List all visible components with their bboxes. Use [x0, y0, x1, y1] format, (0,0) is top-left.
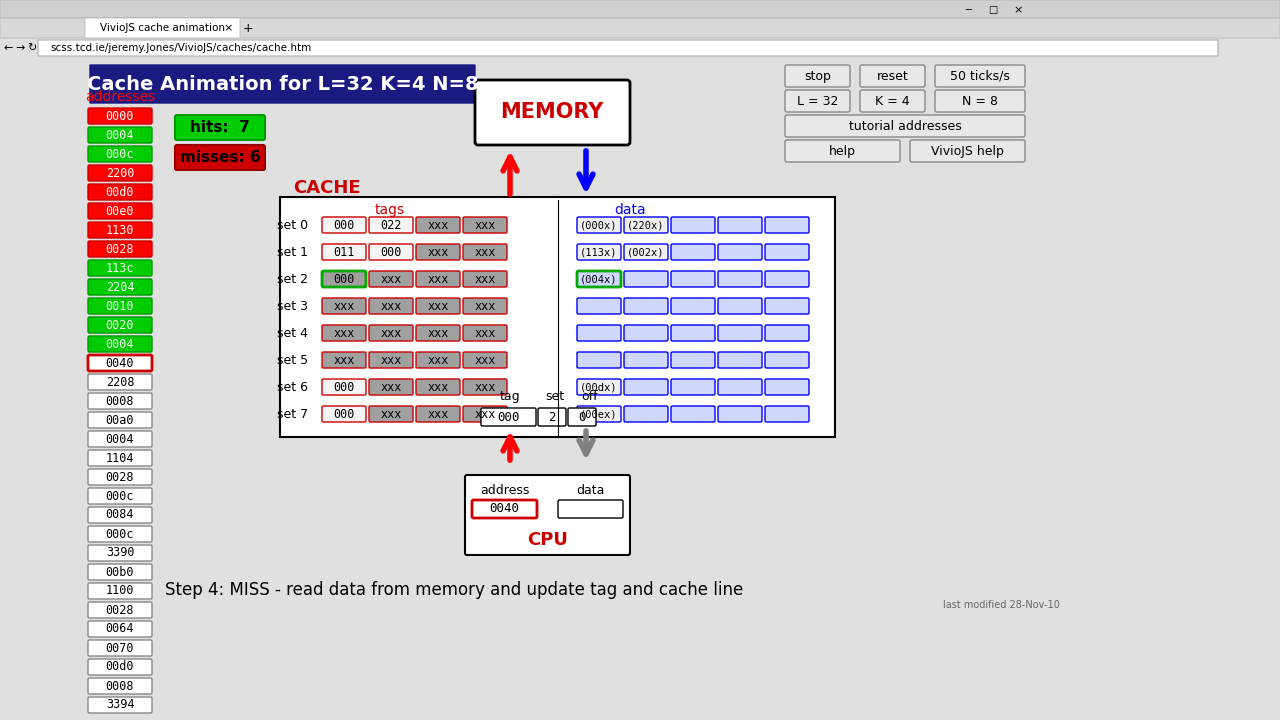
Text: xxx: xxx — [428, 408, 449, 420]
Text: VivioJS help: VivioJS help — [931, 145, 1004, 158]
FancyBboxPatch shape — [625, 379, 668, 395]
FancyBboxPatch shape — [718, 217, 762, 233]
Text: MEMORY: MEMORY — [500, 102, 604, 122]
Text: xxx: xxx — [428, 380, 449, 394]
Text: 0: 0 — [579, 410, 586, 423]
FancyBboxPatch shape — [88, 146, 152, 162]
FancyBboxPatch shape — [463, 217, 507, 233]
Text: +: + — [243, 22, 253, 35]
FancyBboxPatch shape — [88, 545, 152, 561]
Text: xxx: xxx — [475, 218, 495, 232]
FancyBboxPatch shape — [88, 564, 152, 580]
Text: xxx: xxx — [380, 326, 402, 340]
FancyBboxPatch shape — [475, 80, 630, 145]
FancyBboxPatch shape — [88, 222, 152, 238]
FancyBboxPatch shape — [88, 127, 152, 143]
Text: xxx: xxx — [475, 300, 495, 312]
FancyBboxPatch shape — [625, 352, 668, 368]
Text: 0004: 0004 — [106, 433, 134, 446]
FancyBboxPatch shape — [88, 184, 152, 200]
FancyBboxPatch shape — [0, 0, 1280, 18]
Text: 022: 022 — [380, 218, 402, 232]
FancyBboxPatch shape — [463, 271, 507, 287]
Text: 000: 000 — [333, 218, 355, 232]
FancyBboxPatch shape — [88, 241, 152, 257]
Text: 0004: 0004 — [106, 338, 134, 351]
FancyBboxPatch shape — [765, 217, 809, 233]
Text: stop: stop — [804, 70, 831, 83]
FancyBboxPatch shape — [369, 271, 413, 287]
Text: 3390: 3390 — [106, 546, 134, 559]
Text: tags: tags — [375, 203, 404, 217]
FancyBboxPatch shape — [175, 145, 265, 170]
FancyBboxPatch shape — [88, 374, 152, 390]
FancyBboxPatch shape — [765, 244, 809, 260]
FancyBboxPatch shape — [323, 298, 366, 314]
FancyBboxPatch shape — [88, 317, 152, 333]
FancyBboxPatch shape — [88, 336, 152, 352]
FancyBboxPatch shape — [323, 325, 366, 341]
FancyBboxPatch shape — [577, 379, 621, 395]
FancyBboxPatch shape — [416, 298, 460, 314]
Text: xxx: xxx — [428, 300, 449, 312]
Text: tag: tag — [499, 390, 520, 402]
Text: xxx: xxx — [475, 354, 495, 366]
FancyBboxPatch shape — [785, 90, 850, 112]
FancyBboxPatch shape — [718, 244, 762, 260]
Text: 011: 011 — [333, 246, 355, 258]
FancyBboxPatch shape — [88, 260, 152, 276]
Text: 000c: 000c — [106, 148, 134, 161]
FancyBboxPatch shape — [90, 65, 475, 103]
FancyBboxPatch shape — [671, 406, 716, 422]
FancyBboxPatch shape — [88, 621, 152, 637]
FancyBboxPatch shape — [934, 90, 1025, 112]
FancyBboxPatch shape — [88, 355, 152, 371]
FancyBboxPatch shape — [88, 697, 152, 713]
Text: ←: ← — [4, 43, 13, 53]
Text: Cache Animation for L=32 K=4 N=8: Cache Animation for L=32 K=4 N=8 — [87, 74, 479, 94]
Text: (000x): (000x) — [580, 220, 618, 230]
Text: xxx: xxx — [380, 300, 402, 312]
FancyBboxPatch shape — [910, 140, 1025, 162]
FancyBboxPatch shape — [88, 526, 152, 542]
Text: xxx: xxx — [380, 380, 402, 394]
Text: xxx: xxx — [333, 354, 355, 366]
FancyBboxPatch shape — [88, 108, 152, 124]
Text: □: □ — [988, 5, 997, 15]
Text: 00a0: 00a0 — [106, 413, 134, 426]
FancyBboxPatch shape — [625, 271, 668, 287]
Text: 0010: 0010 — [106, 300, 134, 312]
FancyBboxPatch shape — [625, 325, 668, 341]
Text: xxx: xxx — [475, 246, 495, 258]
FancyBboxPatch shape — [671, 244, 716, 260]
FancyBboxPatch shape — [0, 58, 1280, 720]
Text: ↻: ↻ — [27, 43, 37, 53]
FancyBboxPatch shape — [785, 65, 850, 87]
Text: 000: 000 — [333, 408, 355, 420]
Text: CPU: CPU — [527, 531, 568, 549]
FancyBboxPatch shape — [88, 659, 152, 675]
Text: (220x): (220x) — [627, 220, 664, 230]
FancyBboxPatch shape — [323, 244, 366, 260]
FancyBboxPatch shape — [558, 500, 623, 518]
FancyBboxPatch shape — [323, 406, 366, 422]
FancyBboxPatch shape — [765, 325, 809, 341]
FancyBboxPatch shape — [718, 406, 762, 422]
Text: set 1: set 1 — [276, 246, 308, 258]
FancyBboxPatch shape — [671, 271, 716, 287]
Text: 0004: 0004 — [106, 128, 134, 142]
Text: (002x): (002x) — [627, 247, 664, 257]
FancyBboxPatch shape — [463, 379, 507, 395]
Text: Step 4: MISS - read data from memory and update tag and cache line: Step 4: MISS - read data from memory and… — [165, 581, 744, 599]
Text: (00ex): (00ex) — [580, 409, 618, 419]
Text: addresses: addresses — [84, 90, 155, 104]
FancyBboxPatch shape — [472, 500, 538, 518]
Text: set 3: set 3 — [276, 300, 308, 312]
Text: xxx: xxx — [428, 326, 449, 340]
FancyBboxPatch shape — [625, 298, 668, 314]
Text: hits:  7: hits: 7 — [191, 120, 250, 135]
FancyBboxPatch shape — [577, 271, 621, 287]
Text: ─: ─ — [965, 5, 972, 15]
FancyBboxPatch shape — [88, 678, 152, 694]
